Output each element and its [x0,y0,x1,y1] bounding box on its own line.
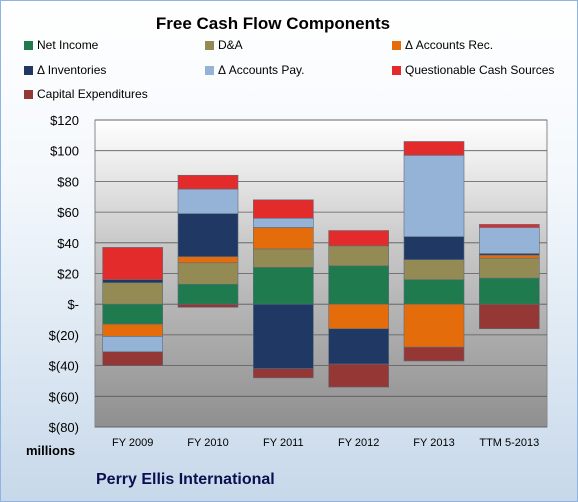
units-label: millions [26,443,76,458]
bar-segment [177,262,239,285]
bar-segment [102,351,163,366]
company-name: Perry Ellis International [96,471,275,488]
x-tick-label: FY 2012 [338,437,379,449]
y-tick-label: $20 [57,267,79,282]
bar-segment [403,141,465,156]
x-tick-label: FY 2010 [187,437,228,449]
chart-title: Free Cash Flow Components [155,14,391,33]
bar-segment [253,248,314,268]
bar-segment [253,217,314,228]
x-tick-label: TTM 5-2013 [479,437,539,449]
y-tick-label: $80 [57,174,79,189]
legend-label: D&A [218,38,243,52]
legend-item: Δ Inventories [24,62,106,78]
bar-segment [253,303,314,369]
y-tick-label: $- [67,297,79,312]
legend-swatch [24,65,33,75]
x-tick-label: FY 2013 [413,437,454,449]
y-tick-label: $(20) [49,328,79,343]
y-tick-label: $100 [50,144,79,159]
legend-swatch [24,40,33,50]
y-tick-label: $(40) [49,359,79,374]
legend-item: D&A [205,37,243,53]
legend-label: Δ Accounts Rec. [405,38,494,52]
bar-segment [403,346,465,362]
legend-label: Δ Accounts Pay. [218,63,305,77]
bar-segment [403,279,465,305]
x-tick-label: FY 2009 [112,437,153,449]
bar-segment [328,303,389,330]
bar-segment [328,363,389,388]
legend-label: Capital Expenditures [37,87,148,101]
bar-segment [253,267,314,305]
legend-label: Questionable Cash Sources [405,63,555,77]
legend-label: Net Income [37,38,99,52]
bar-segment [328,328,389,365]
bar-segment [102,323,163,337]
bar-segment [177,174,239,190]
bar-segment [102,303,163,325]
y-tick-label: $120 [50,113,79,128]
legend-swatch [205,40,214,50]
legend-item: Net Income [24,37,98,53]
bar-segment [102,282,163,305]
bar-segment [102,279,163,284]
x-tick-label: FY 2011 [263,437,304,449]
bar-segment [403,155,465,237]
bar-segment [102,336,163,353]
y-tick-label: $(60) [49,389,79,404]
bar-segment [479,227,540,254]
bar-segment [479,257,540,279]
legend-swatch [24,89,33,99]
bar-segment [479,224,540,228]
legend-swatch [205,65,214,75]
bar-segment [177,213,239,257]
legend-label: Δ Inventories [37,63,107,77]
bar-segment [253,227,314,250]
bar-segment [253,368,314,379]
bar-segment [479,254,540,259]
bar-segment [253,199,314,219]
y-tick-label: $60 [57,205,79,220]
bar-segment [177,188,239,214]
bar-segment [479,277,540,305]
bar-segment [403,303,465,348]
bar-segment [479,303,540,330]
y-tick-label: $40 [57,236,79,251]
bar-segment [177,283,239,305]
legend-item: Δ Accounts Pay. [205,62,305,78]
legend-swatch [392,65,401,75]
bar-segment [328,230,389,247]
legend-item: Questionable Cash Sources [392,62,554,78]
legend-swatch [392,40,401,50]
bar-segment [403,259,465,280]
bar-segment [403,236,465,260]
y-tick-label: $(80) [49,420,79,435]
bar-segment [328,245,389,267]
bar-segment [177,303,239,308]
bar-segment [177,256,239,264]
legend-item: Capital Expenditures [24,86,148,102]
legend-item: Δ Accounts Rec. [392,37,493,53]
bar-segment [328,265,389,305]
bar-segment [102,247,163,280]
